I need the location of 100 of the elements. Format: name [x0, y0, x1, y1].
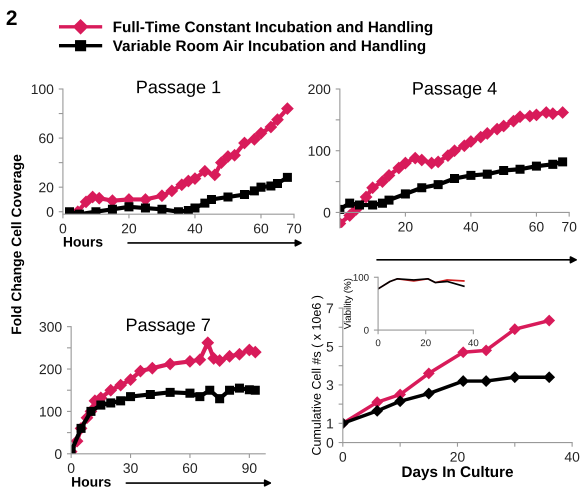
point — [509, 324, 520, 335]
point — [532, 162, 541, 171]
x-tick-label: 40 — [468, 339, 478, 346]
point — [156, 190, 168, 202]
x-tick-label: 0 — [376, 339, 380, 346]
x-tick-label: 70 — [286, 224, 302, 234]
point — [271, 114, 284, 126]
x-tick-label: 60 — [254, 224, 268, 234]
y-tick-label: 0 — [324, 208, 330, 218]
x-axis-title: Days In Culture — [402, 466, 513, 480]
x-tick-label: 60 — [182, 463, 198, 474]
point — [282, 172, 292, 182]
chart-title: Passage 4 — [413, 82, 497, 98]
point — [208, 168, 221, 182]
point — [116, 396, 126, 406]
point — [355, 200, 364, 210]
y-tick-label: 7 — [326, 304, 334, 314]
y-axis-title: Viability (%) — [344, 278, 353, 330]
point — [96, 400, 106, 410]
x-tick-label: 0 — [339, 452, 346, 462]
point — [509, 372, 520, 383]
point — [392, 162, 405, 174]
point — [516, 164, 525, 174]
chart-title: Passage 7 — [126, 318, 210, 335]
point — [366, 182, 379, 194]
text: 2 — [6, 10, 17, 25]
y-tick-label: 20 — [39, 182, 54, 192]
y-tick-label: 200 — [308, 84, 330, 94]
point — [215, 156, 228, 169]
point — [190, 204, 200, 213]
point — [256, 182, 266, 192]
x-tick-label: 20 — [122, 224, 136, 234]
x-axis-title: Hours — [72, 477, 111, 487]
y-tick-label: 200 — [40, 364, 62, 374]
y-tick-label: 0 — [46, 207, 54, 217]
y-tick-label: 0 — [326, 438, 334, 448]
line-series — [378, 278, 465, 290]
x-tick-label: 20 — [420, 339, 431, 346]
point — [106, 398, 116, 408]
point — [194, 354, 206, 366]
point — [104, 384, 117, 396]
point — [464, 135, 477, 148]
x-tick-label: 70 — [562, 222, 576, 232]
point — [206, 194, 216, 204]
point — [482, 170, 492, 179]
point — [240, 190, 249, 200]
point — [360, 190, 372, 204]
point — [499, 166, 508, 175]
x-tick-label: 20 — [450, 452, 465, 462]
y-tick-label: 100 — [40, 406, 62, 417]
point — [238, 136, 251, 150]
point — [225, 386, 234, 395]
point — [376, 175, 389, 188]
point — [146, 390, 155, 399]
point — [344, 209, 356, 222]
point — [223, 192, 232, 202]
point — [124, 374, 137, 386]
point — [423, 388, 434, 400]
legend-label: Variable Room Air Incubation and Handling — [112, 40, 426, 54]
y-tick-label: 300 — [39, 322, 62, 332]
point — [215, 394, 224, 404]
point — [185, 388, 194, 398]
x-axis-title: Hours — [64, 237, 102, 247]
point — [205, 386, 214, 395]
point — [281, 102, 294, 115]
point — [400, 189, 410, 198]
legend-label: Full-Time Constant Incubation and Handling — [114, 21, 432, 36]
x-tick-label: 40 — [564, 452, 580, 462]
point — [466, 170, 476, 180]
point — [223, 350, 236, 362]
x-tick-label: 40 — [188, 224, 202, 234]
point — [272, 178, 282, 188]
point — [423, 368, 434, 379]
x-tick-label: 60 — [529, 222, 544, 232]
point — [174, 207, 183, 214]
point — [382, 169, 396, 182]
point — [80, 196, 92, 208]
point — [108, 204, 117, 214]
point — [498, 120, 510, 132]
point — [234, 384, 244, 393]
x-tick-label: 0 — [68, 463, 74, 474]
point — [250, 386, 260, 395]
x-tick-label: 40 — [464, 222, 478, 232]
point — [458, 346, 469, 358]
point — [124, 202, 134, 212]
y-tick-label: 100 — [354, 274, 369, 281]
point — [65, 207, 74, 214]
y-tick-label: 100 — [32, 84, 54, 94]
point — [514, 110, 526, 123]
point — [146, 362, 158, 374]
x-tick-label: 30 — [123, 463, 138, 474]
point — [481, 127, 494, 140]
point — [166, 388, 175, 397]
point — [345, 198, 354, 208]
y-tick-label: 60 — [39, 133, 54, 144]
point — [114, 379, 127, 392]
point — [434, 180, 443, 190]
y-tick-label: 5 — [326, 342, 334, 352]
point — [134, 365, 147, 378]
point — [198, 165, 211, 178]
